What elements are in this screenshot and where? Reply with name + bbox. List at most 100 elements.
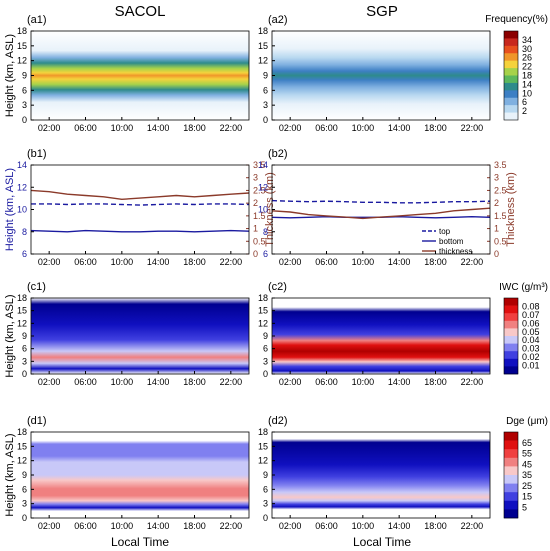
y-tick-label: 15 xyxy=(17,306,27,316)
y-tick-label: 6 xyxy=(22,344,27,354)
x-tick-label: 18:00 xyxy=(424,377,447,387)
colorbar-frame xyxy=(503,297,519,375)
colorbar-swatch xyxy=(504,45,518,54)
colorbar-title: Frequency(%) xyxy=(485,14,548,25)
colorbar-tick-label: 0.06 xyxy=(522,318,540,328)
colorbar-swatch xyxy=(504,366,518,375)
colorbar-swatch xyxy=(504,75,518,84)
y2-tick-label: 2 xyxy=(494,198,499,208)
x-axis-label-right: Local Time xyxy=(353,535,411,549)
y-tick-label: 18 xyxy=(258,26,268,36)
x-tick-label: 06:00 xyxy=(315,123,338,133)
y2-tick-label: 2.5 xyxy=(494,185,507,195)
colorbar-swatch xyxy=(504,492,518,502)
y2-tick-label: 1 xyxy=(253,224,258,234)
colorbar-swatch xyxy=(504,105,518,113)
y-tick-label: 18 xyxy=(258,427,268,437)
x-tick-label: 22:00 xyxy=(220,521,243,531)
y-tick-label: 9 xyxy=(263,71,268,81)
y-tick-label: 0 xyxy=(22,513,27,523)
colorbar-tick-label: 0.07 xyxy=(522,310,540,320)
y-tick-label: 6 xyxy=(263,249,268,259)
y2-tick-label: 1 xyxy=(494,224,499,234)
legend-label-thickness: thickness xyxy=(439,247,472,256)
y2-tick-label: 3 xyxy=(253,173,258,183)
y2-tick-label: 0 xyxy=(253,249,258,259)
y-tick-label: 10 xyxy=(258,205,268,215)
x-tick-label: 14:00 xyxy=(147,521,170,531)
y-axis-label: Height (km, ASL) xyxy=(4,168,16,251)
y-tick-label: 12 xyxy=(17,456,27,466)
colorbar-swatch xyxy=(504,440,518,450)
x-tick-label: 10:00 xyxy=(111,521,134,531)
series-line-thickness xyxy=(271,207,491,220)
colorbar-tick-label: 10 xyxy=(522,88,532,98)
y2-axis-label: Thickness (km) xyxy=(264,172,276,247)
x-tick-label: 22:00 xyxy=(461,123,484,133)
x-tick-label: 18:00 xyxy=(183,521,206,531)
y-tick-label: 12 xyxy=(258,182,268,192)
colorbar-tick-label: 30 xyxy=(522,44,532,54)
x-tick-label: 02:00 xyxy=(38,521,61,531)
y-tick-label: 9 xyxy=(22,331,27,341)
colorbar-swatch xyxy=(504,343,518,352)
y-tick-label: 8 xyxy=(263,227,268,237)
y-tick-label: 12 xyxy=(17,56,27,66)
y-tick-label: 15 xyxy=(17,41,27,51)
colorbar-swatch xyxy=(504,31,518,39)
colorbar-tick-label: 14 xyxy=(522,79,532,89)
right-column-title: SGP xyxy=(366,3,398,20)
y-tick-label: 3 xyxy=(263,100,268,110)
panel-c2: (c2) 0 3 6 9 12 15 18 02:00 06:00 10:00 14:00 18:00 2… xyxy=(258,281,491,387)
colorbar-swatch xyxy=(504,457,518,467)
colorbar-title: IWC (g/m³) xyxy=(499,282,548,293)
x-tick-label: 22:00 xyxy=(220,123,243,133)
panel-d2: (d2) 0 3 6 9 12 15 18 02:00 06:00 10:00 14:00 18:00 2… xyxy=(258,415,491,531)
x-tick-label: 10:00 xyxy=(352,377,375,387)
x-tick-label: 02:00 xyxy=(279,257,302,267)
y-tick-label: 3 xyxy=(263,499,268,509)
y-tick-label: 15 xyxy=(258,306,268,316)
panel-label: (a1) xyxy=(27,14,47,26)
x-tick-label: 02:00 xyxy=(279,521,302,531)
x-tick-label: 14:00 xyxy=(388,123,411,133)
panel-b2: 0 0.5 1 1.5 2 2.5 3 3.5 Thickness (km) topbottomt… xyxy=(258,148,517,267)
y-tick-label: 9 xyxy=(263,331,268,341)
colorbar-swatch xyxy=(504,53,518,61)
y-tick-label: 0 xyxy=(22,369,27,379)
y-tick-label: 12 xyxy=(258,56,268,66)
y2-tick-label: 2.5 xyxy=(253,185,266,195)
colorbar-swatch xyxy=(504,112,518,121)
y2-tick-label: 3.5 xyxy=(494,160,507,170)
heatmap-field xyxy=(272,298,490,374)
y-tick-label: 6 xyxy=(22,484,27,494)
colorbar-tick-label: 0.05 xyxy=(522,327,540,337)
x-tick-label: 14:00 xyxy=(147,123,170,133)
y-axis-label: Height (km, ASL) xyxy=(4,433,16,516)
x-tick-label: 10:00 xyxy=(352,257,375,267)
x-tick-label: 14:00 xyxy=(147,257,170,267)
panel-label: (a2) xyxy=(268,14,288,26)
colorbar-tick-label: 0.03 xyxy=(522,344,540,354)
colorbar-swatch xyxy=(504,328,518,337)
y2-tick-label: 0.5 xyxy=(253,236,266,246)
colorbar-tick-label: 35 xyxy=(522,470,532,480)
heatmap-field xyxy=(31,31,249,120)
panel-c1: (c1) 0 3 6 9 12 15 18 02:00 06:00 10:00 14:00 18:00 2… xyxy=(4,281,250,387)
colorbar-tick-label: 2 xyxy=(522,106,527,116)
colorbar-swatch xyxy=(504,313,518,322)
colorbar-swatch xyxy=(504,336,518,344)
colorbar-tick-label: 34 xyxy=(522,35,532,45)
colorbar-swatch xyxy=(504,298,518,306)
y-tick-label: 6 xyxy=(22,249,27,259)
x-tick-label: 02:00 xyxy=(279,377,302,387)
y-tick-label: 3 xyxy=(22,499,27,509)
legend-label-top: top xyxy=(439,227,451,236)
y-tick-label: 3 xyxy=(22,356,27,366)
colorbar-frame xyxy=(503,30,519,121)
colorbar-frame xyxy=(503,431,519,519)
panel-label: (b1) xyxy=(27,148,47,160)
colorbar-swatch xyxy=(504,82,518,91)
heatmap-field xyxy=(272,31,490,120)
